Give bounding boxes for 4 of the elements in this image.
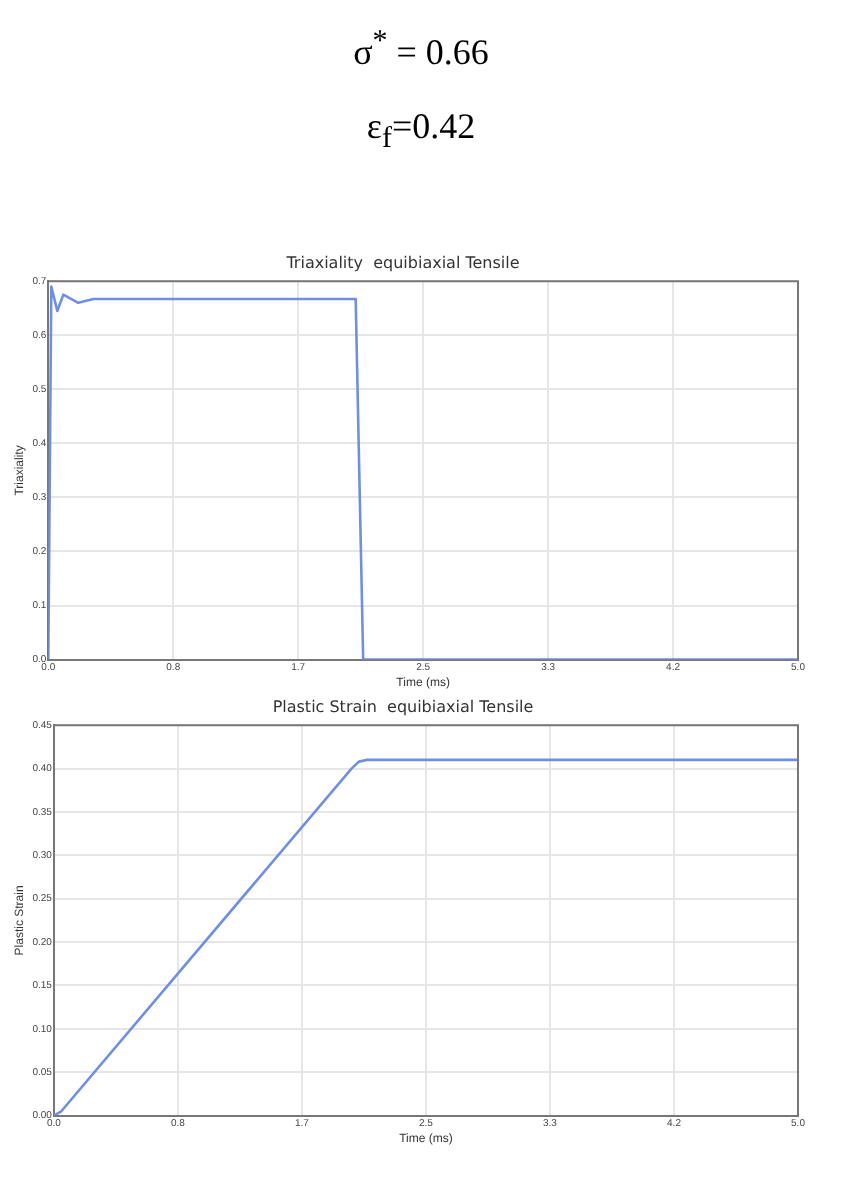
text: ε$_{f}$=0.42 [364, 104, 478, 160]
chart-title: Plastic Strain equibiaxial Tensile [272, 697, 534, 716]
chart-title: Triaxiality equibiaxial Tensile [284, 253, 520, 272]
text: σ$^{*}$ = 0.66 [351, 24, 491, 76]
